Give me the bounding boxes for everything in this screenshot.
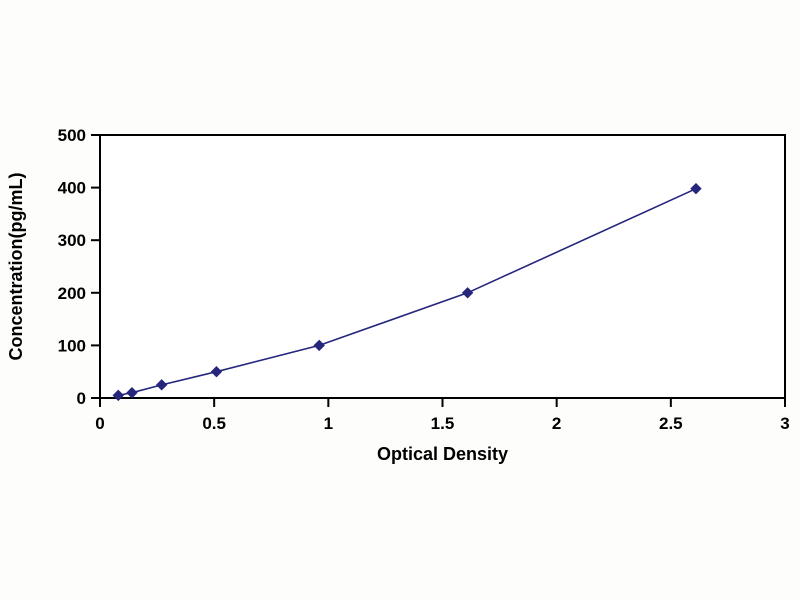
data-point-marker (112, 389, 124, 402)
x-tick-label: 3 (780, 414, 789, 433)
x-axis-label: Optical Density (377, 444, 508, 464)
y-tick-label: 0 (77, 389, 86, 408)
data-point-marker (313, 339, 325, 352)
data-point-marker (210, 365, 223, 378)
data-point-marker (155, 379, 168, 391)
data-point-marker (126, 387, 138, 399)
data-point-marker (690, 182, 702, 195)
x-tick-label: 1 (324, 414, 333, 433)
y-tick-label: 400 (58, 179, 86, 198)
data-point-marker (461, 287, 474, 299)
x-tick-label: 2 (552, 414, 561, 433)
y-tick-label: 500 (58, 126, 86, 145)
x-tick-label: 1.5 (431, 414, 455, 433)
y-tick-label: 100 (58, 336, 86, 355)
y-axis-label: Concentration(pg/mL) (6, 173, 26, 361)
y-tick-label: 200 (58, 284, 86, 303)
plot-area (99, 134, 786, 399)
x-tick-label: 2.5 (659, 414, 683, 433)
y-tick-label: 300 (58, 231, 86, 250)
x-tick-label: 0 (95, 414, 104, 433)
x-tick-label: 0.5 (202, 414, 226, 433)
